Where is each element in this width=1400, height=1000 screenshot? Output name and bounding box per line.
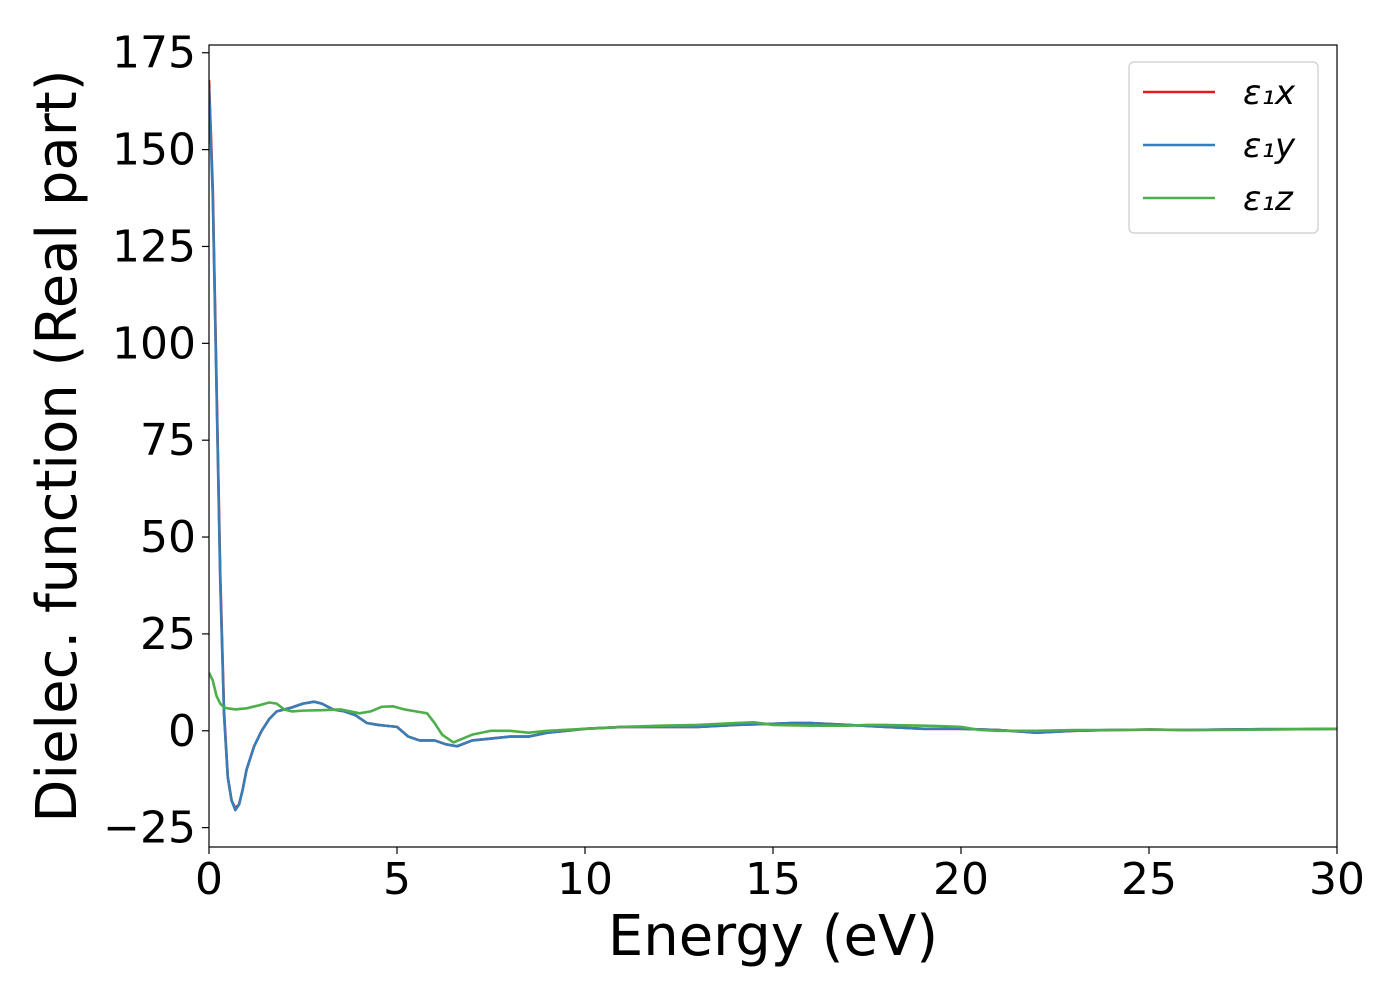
y-tick-label: 75 xyxy=(140,415,196,466)
y-tick-label: 50 xyxy=(140,512,196,563)
legend-label: ε₁z xyxy=(1243,179,1294,219)
y-tick-label: 0 xyxy=(168,706,196,757)
series-layer xyxy=(209,79,1337,812)
x-tick-label: 20 xyxy=(933,854,989,905)
y-axis-label: Dielec. function (Real part) xyxy=(25,69,90,822)
x-tick-label: 30 xyxy=(1309,854,1365,905)
x-axis: 0 5 10 15 20 25 30 xyxy=(195,847,1365,905)
x-tick-label: 10 xyxy=(557,854,613,905)
x-tick-label: 5 xyxy=(383,854,411,905)
y-tick-label: −25 xyxy=(103,803,196,854)
x-tick-label: 25 xyxy=(1121,854,1177,905)
legend-label: ε₁y xyxy=(1243,126,1296,166)
series-line-3 xyxy=(209,672,1337,744)
y-tick-label: 25 xyxy=(140,609,196,660)
y-tick-label: 125 xyxy=(112,221,196,272)
x-tick-label: 15 xyxy=(745,854,801,905)
y-tick-label: 150 xyxy=(112,125,196,176)
x-tick-label: 0 xyxy=(195,854,223,905)
legend-frame xyxy=(1128,61,1319,234)
y-tick-label: 100 xyxy=(112,318,196,369)
legend: ε₁x ε₁y ε₁z xyxy=(1128,61,1319,234)
y-tick-label: 175 xyxy=(112,28,196,79)
y-axis: −25 0 25 50 75 100 125 150 175 xyxy=(103,28,209,854)
x-axis-label: Energy (eV) xyxy=(608,904,938,969)
legend-label: ε₁x xyxy=(1243,73,1296,113)
